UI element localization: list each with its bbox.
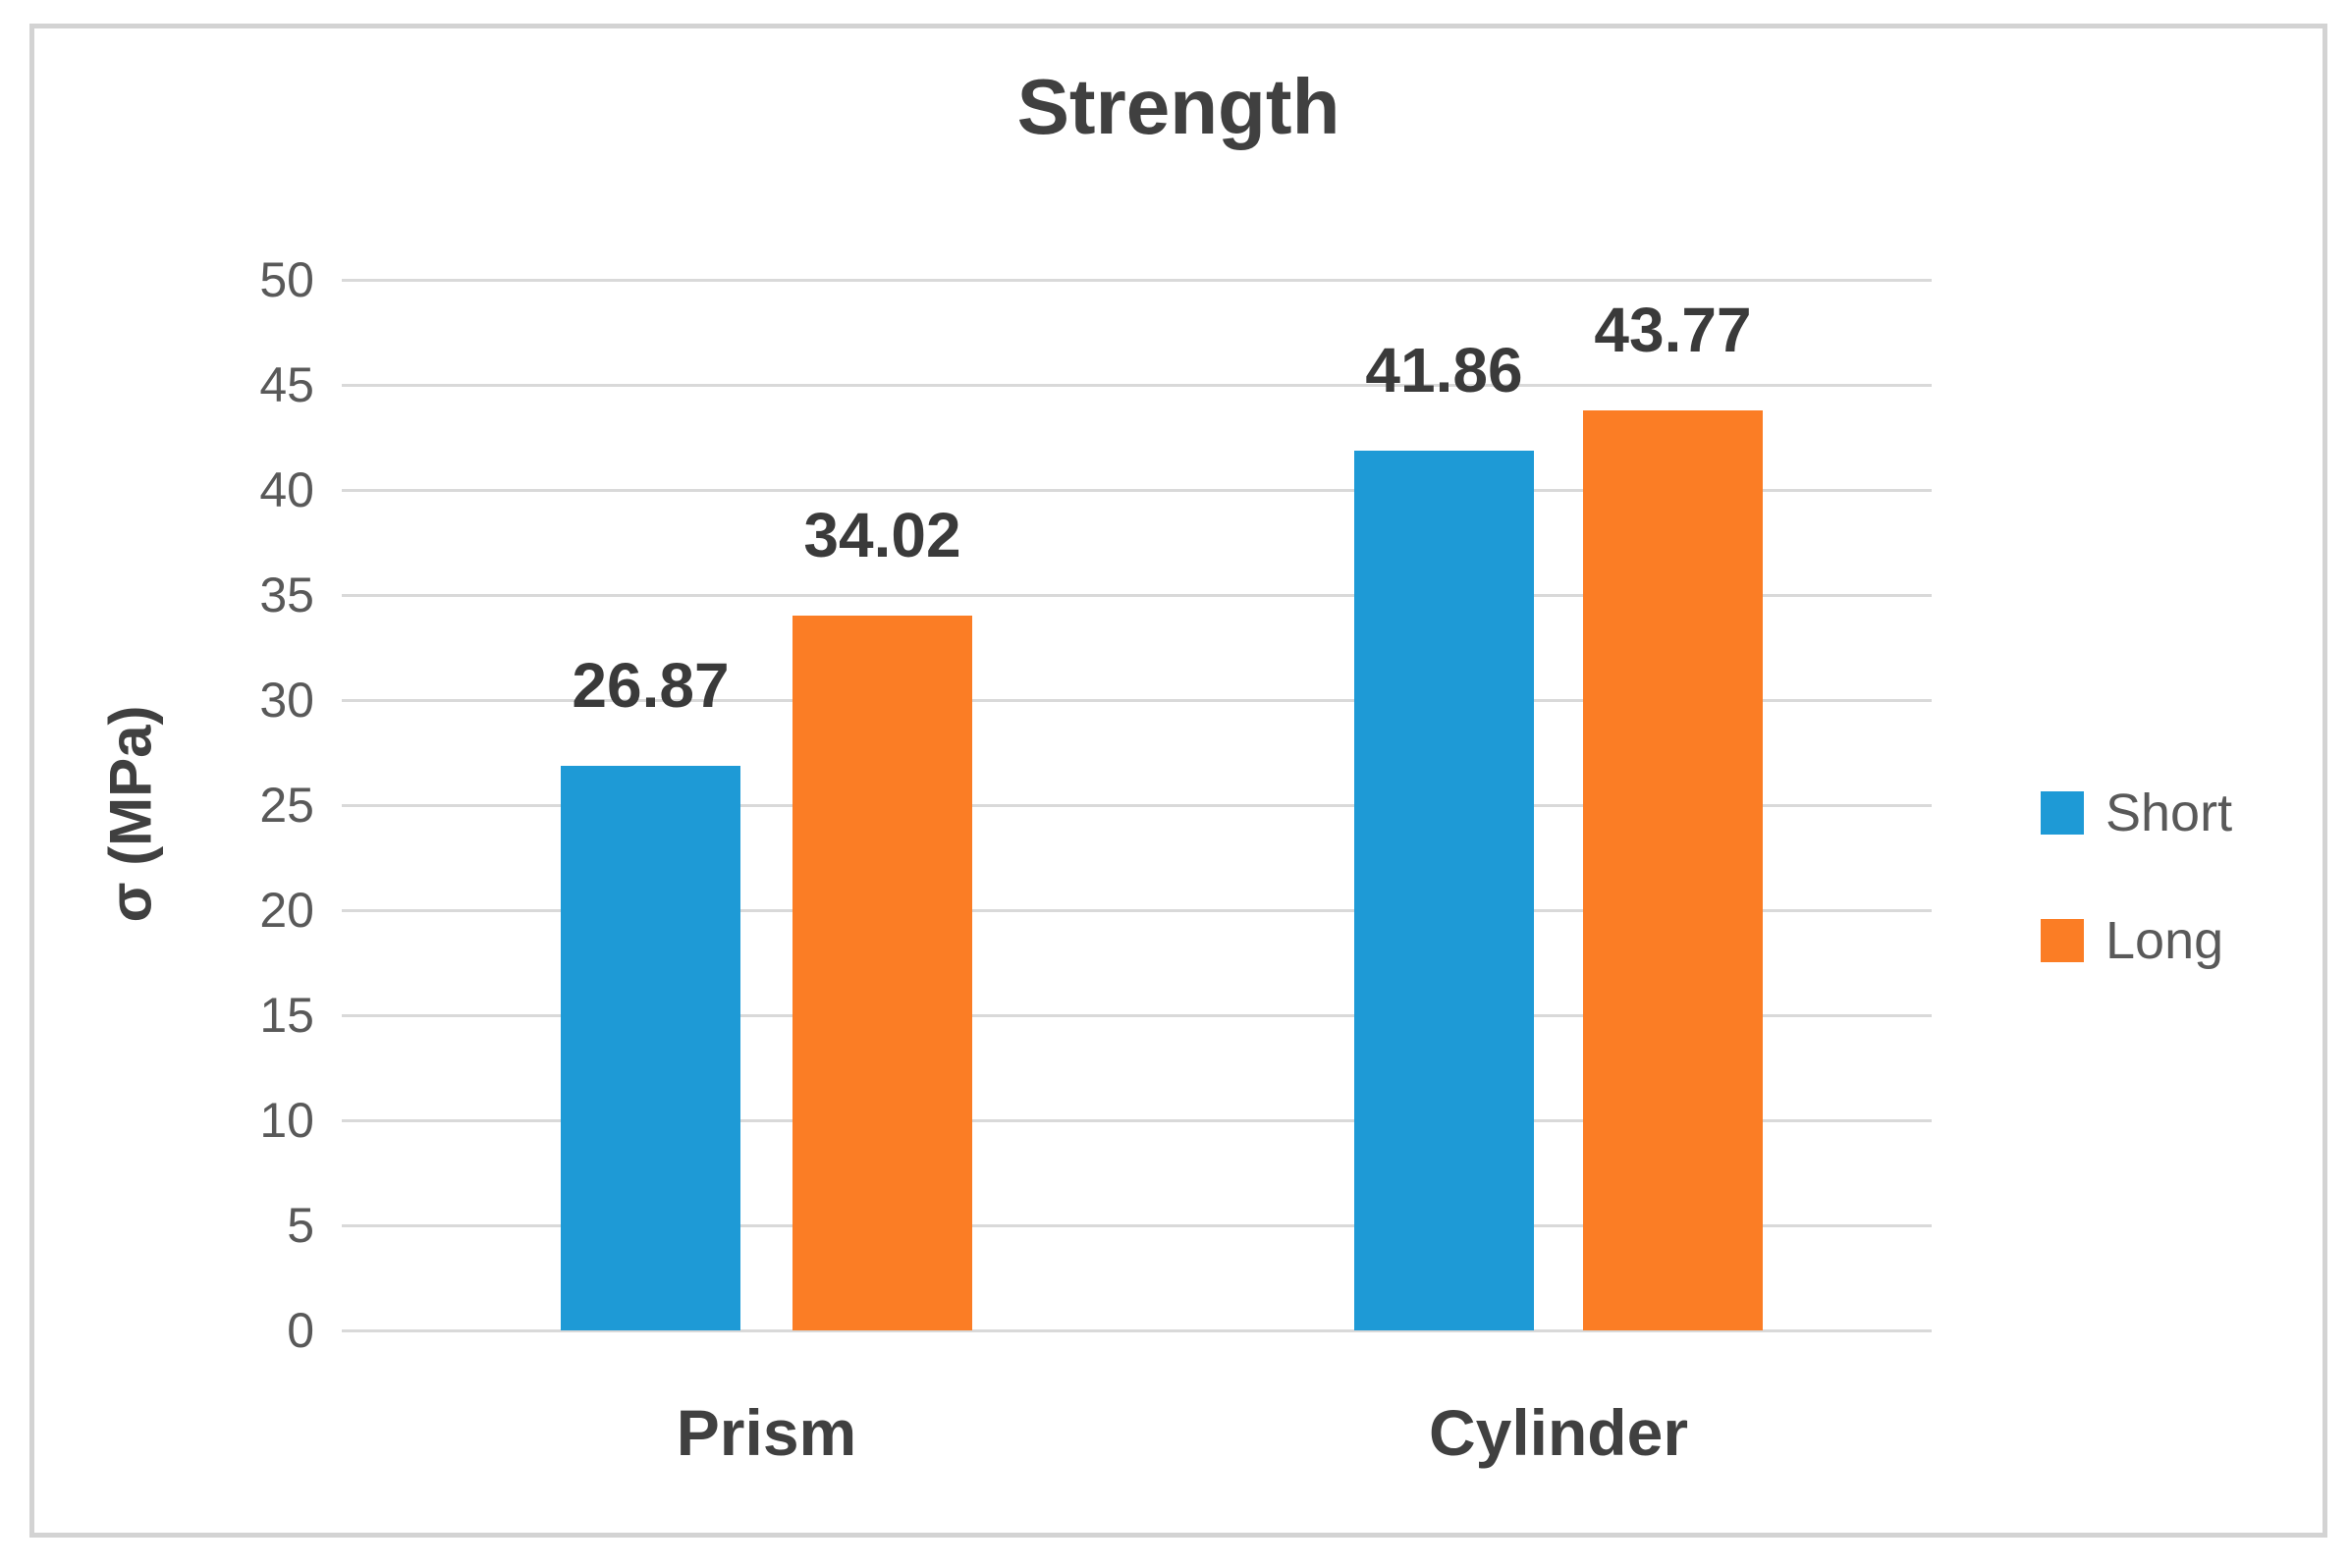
y-axis-title: σ (MPa) [97,705,164,923]
gridline-y-10 [342,1118,1932,1122]
legend-item-short: Short [2041,784,2233,842]
data-label-cylinder-short: 41.86 [1365,335,1523,406]
legend-item-long: Long [2041,911,2224,970]
y-tick-label-30: 30 [259,673,314,728]
data-label-cylinder-long: 43.77 [1594,295,1752,366]
chart-frame: Strength σ (MPa) 0 5 10 15 20 25 30 35 40 45 50 26.… [29,24,2327,1538]
y-tick-label-5: 5 [287,1198,314,1253]
data-label-prism-short: 26.87 [572,649,730,721]
gridline-y-5 [342,1223,1932,1227]
gridline-y-25 [342,803,1932,807]
chart-title: Strength [1016,63,1340,150]
y-tick-label-50: 50 [259,252,314,307]
y-tick-label-25: 25 [259,778,314,833]
gridline-y-15 [342,1013,1932,1017]
gridline-y-35 [342,593,1932,597]
gridline-y-45 [342,383,1932,387]
category-label-prism: Prism [676,1396,857,1469]
gridline-y-30 [342,698,1932,702]
y-tick-label-10: 10 [259,1093,314,1148]
y-tick-label-15: 15 [259,988,314,1043]
category-label-cylinder: Cylinder [1428,1396,1689,1469]
legend-swatch-short [2041,791,2084,835]
y-tick-label-0: 0 [287,1303,314,1358]
gridline-y-40 [342,488,1932,492]
y-tick-label-45: 45 [259,357,314,412]
bar-cylinder-long [1583,410,1763,1330]
y-tick-label-20: 20 [259,883,314,938]
y-tick-label-35: 35 [259,568,314,622]
legend-label-short: Short [2105,784,2233,842]
legend-swatch-long [2041,919,2084,962]
gridline-y-0 [342,1328,1932,1332]
gridline-y-50 [342,278,1932,282]
legend-label-long: Long [2105,911,2224,970]
bar-prism-short [561,765,740,1330]
bar-prism-long [792,615,972,1330]
y-tick-label-40: 40 [259,462,314,517]
bar-cylinder-short [1354,451,1534,1330]
data-label-prism-long: 34.02 [803,499,961,570]
gridline-y-20 [342,908,1932,912]
